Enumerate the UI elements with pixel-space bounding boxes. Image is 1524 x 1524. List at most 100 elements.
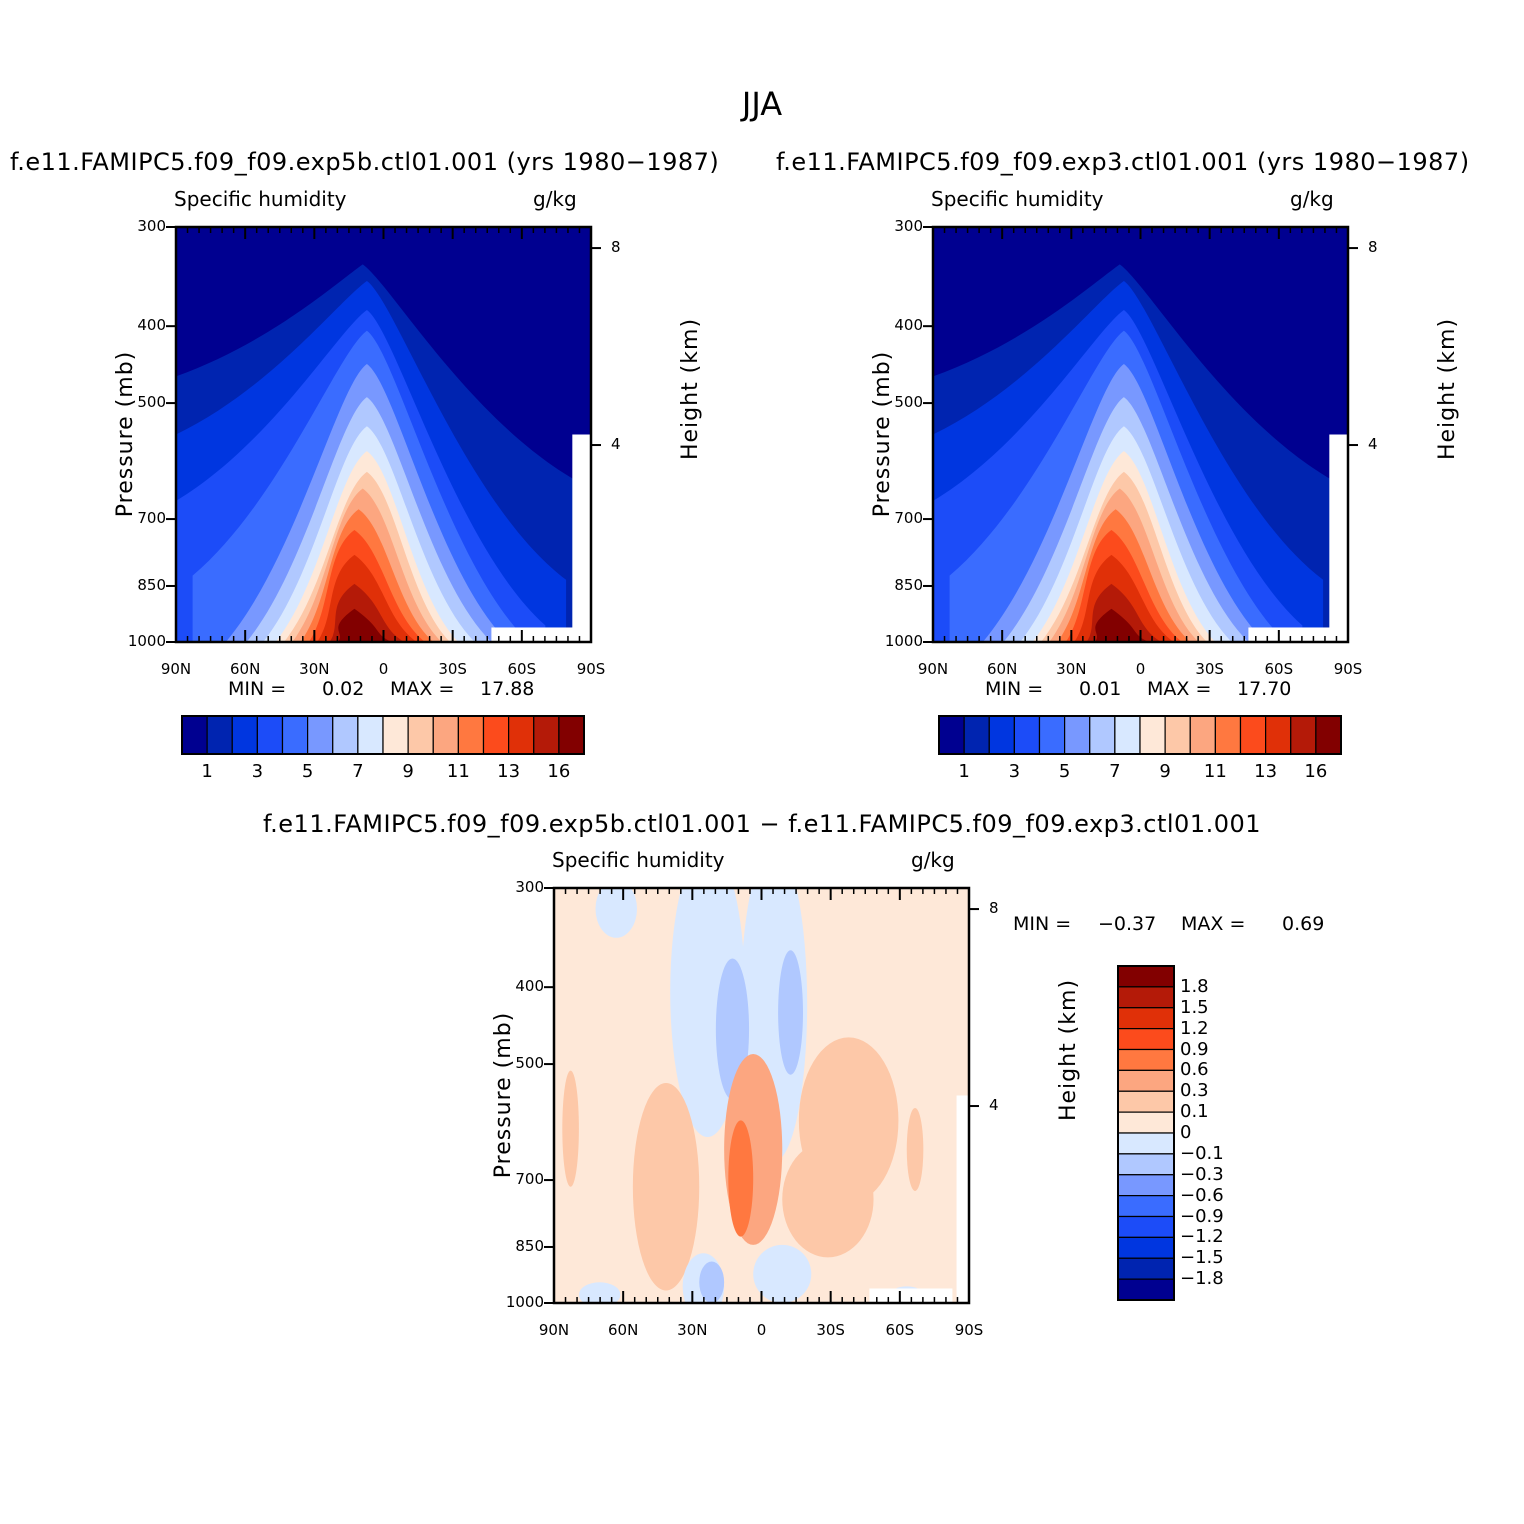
colorbar-label: 1.8: [1180, 975, 1209, 997]
y2-axis-label: Height (km): [1435, 317, 1460, 460]
missing-data-region: [869, 1288, 953, 1303]
colorbar-swatch: [1189, 715, 1216, 755]
y-tick-label: 700: [515, 1170, 544, 1189]
colorbar-label: 9: [402, 761, 414, 782]
y-tick-label: 400: [515, 977, 544, 996]
colorbar-swatch: [938, 715, 965, 755]
diff-contour-blob: [699, 1261, 725, 1303]
units-label: g/kg: [1290, 187, 1334, 211]
diff-contour-blob: [906, 1107, 924, 1191]
y-tick-label: 700: [894, 509, 923, 528]
colorbar-label: −0.1: [1180, 1142, 1224, 1164]
min-label: MIN =: [228, 678, 287, 700]
colorbar-label: 0.3: [1180, 1080, 1209, 1102]
y2-tick-label: 8: [1368, 238, 1378, 257]
units-label: g/kg: [911, 848, 955, 872]
colorbar-label: 9: [1159, 761, 1171, 782]
x-tick-label: 90N: [538, 1321, 570, 1339]
colorbar-swatch: [1117, 1278, 1175, 1301]
colorbar-swatch: [432, 715, 459, 755]
y-tick-label: 400: [894, 316, 923, 335]
y-tick-label: 850: [515, 1236, 544, 1255]
colorbar-swatch: [256, 715, 284, 755]
missing-data-region: [956, 1095, 969, 1303]
colorbar-swatch: [1117, 1028, 1175, 1051]
colorbar-swatch: [1114, 715, 1141, 755]
x-tick-label: 30N: [677, 1321, 708, 1339]
y2-tick-label: 8: [989, 899, 999, 918]
y2-tick-label: 4: [611, 435, 621, 454]
y-tick-label: 500: [894, 393, 923, 412]
x-tick-label: 30N: [1056, 660, 1087, 678]
colorbar-label: 3: [1008, 761, 1021, 782]
colorbar-swatch: [1117, 1007, 1175, 1030]
x-tick-label: 0: [1135, 660, 1146, 678]
contour-level-15: [337, 608, 392, 642]
colorbar-swatch: [1239, 715, 1267, 755]
x-tick-label: 90N: [917, 660, 949, 678]
y-tick-label: 700: [137, 509, 166, 528]
y-tick-label: 850: [137, 575, 166, 594]
contour-level-15: [1094, 608, 1149, 642]
contour-fill-group: [176, 227, 591, 642]
x-tick-label: 60N: [230, 660, 261, 678]
x-tick-label: 90S: [576, 660, 606, 678]
y-tick-label: 1000: [884, 632, 923, 650]
colorbar-label: −1.2: [1180, 1226, 1224, 1248]
colorbar-swatch: [1064, 715, 1091, 755]
panel-title: f.e11.FAMIPC5.f09_f09.exp3.ctl01.001 (yr…: [776, 148, 1470, 176]
diff-contour-blob: [753, 1244, 812, 1303]
max-label: MAX =: [390, 678, 455, 700]
colorbar-swatch: [1117, 1153, 1175, 1176]
y2-tick-label: 4: [1368, 435, 1378, 454]
colorbar-swatch: [457, 715, 485, 755]
colorbar-label: 0.9: [1180, 1038, 1209, 1060]
colorbar-swatch: [1013, 715, 1041, 755]
max-label: MAX =: [1147, 678, 1212, 700]
x-tick-label: 60N: [608, 1321, 639, 1339]
diff-contour-blob: [778, 950, 803, 1075]
x-tick-label: 90S: [954, 1321, 984, 1339]
colorbar-label: 1.2: [1180, 1017, 1209, 1039]
x-tick-label: 90S: [1333, 660, 1363, 678]
x-tick-label: 0: [378, 660, 389, 678]
diff-fill-group: [554, 888, 969, 1303]
colorbar-label: 1.5: [1180, 996, 1209, 1018]
x-tick-label: 30S: [816, 1321, 845, 1339]
colorbar-swatch: [181, 715, 208, 755]
colorbar-label: 7: [352, 761, 364, 782]
colorbar-swatch: [1117, 1090, 1175, 1113]
page-title: JJA: [741, 85, 783, 123]
y-tick-label: 850: [894, 575, 923, 594]
diff-contour-blob: [782, 1141, 874, 1258]
variable-label: Specific humidity: [552, 848, 725, 872]
variable-label: Specific humidity: [174, 187, 347, 211]
diff-contour-blob: [562, 1070, 579, 1187]
y2-axis-label: Height (km): [678, 317, 703, 460]
panel-title: f.e11.FAMIPC5.f09_f09.exp5b.ctl01.001 (y…: [10, 148, 720, 176]
max-label: MAX =: [1181, 913, 1246, 935]
colorbar-label: −0.3: [1180, 1163, 1224, 1185]
colorbar-swatch: [382, 715, 409, 755]
y2-tick-label: 8: [611, 238, 621, 257]
y-axis-label: Pressure (mb): [113, 350, 138, 517]
colorbar-label: 16: [547, 761, 571, 782]
colorbar-swatch: [332, 715, 359, 755]
colorbar-label: 5: [301, 761, 314, 782]
min-value: 0.02: [322, 678, 365, 700]
x-tick-label: 60S: [507, 660, 537, 678]
x-tick-label: 60N: [987, 660, 1018, 678]
x-tick-label: 30S: [438, 660, 467, 678]
colorbar-swatch: [1117, 1111, 1175, 1134]
colorbar-swatch: [1117, 1069, 1175, 1092]
contour-fill-group: [933, 227, 1348, 642]
y-tick-label: 500: [137, 393, 166, 412]
min-value: −0.37: [1098, 913, 1157, 935]
min-label: MIN =: [985, 678, 1044, 700]
missing-data-region: [1248, 627, 1348, 642]
colorbar-swatch: [1117, 1195, 1175, 1218]
colorbar-swatch: [1117, 965, 1175, 988]
missing-data-region: [1329, 434, 1348, 642]
colorbar-label: −0.9: [1180, 1205, 1224, 1227]
colorbar-swatch: [1117, 1174, 1175, 1197]
